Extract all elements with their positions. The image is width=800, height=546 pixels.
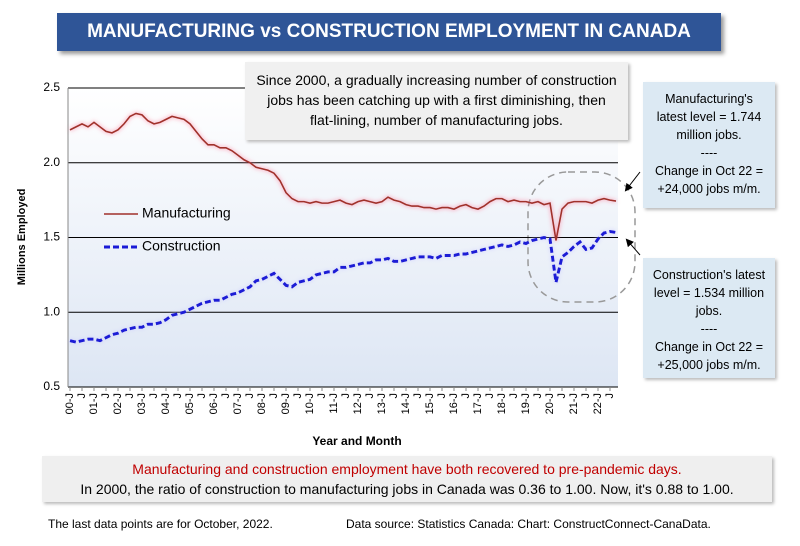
x-tick-label: 17-J [472, 393, 484, 414]
note-line: Change in Oct 22 = +25,000 jobs m/m. [654, 340, 764, 372]
note-line: Manufacturing's latest level = 1.744 mil… [656, 92, 762, 142]
x-tick-label: J [316, 393, 328, 399]
x-tick-label: J [148, 393, 160, 399]
x-tick-label: J [604, 393, 616, 399]
x-tick-label: J [460, 393, 472, 399]
note-line: Construction's latest level = 1.534 mill… [652, 268, 766, 318]
x-tick-label: J [292, 393, 304, 399]
summary-box: Manufacturing and construction employmen… [42, 456, 772, 502]
summary-line: In 2000, the ratio of construction to ma… [80, 481, 734, 497]
x-tick-label: J [124, 393, 136, 399]
summary-line: Manufacturing and construction employmen… [132, 461, 682, 477]
x-tick-label: 05-J [184, 393, 196, 414]
chart-title: MANUFACTURING vs CONSTRUCTION EMPLOYMENT… [57, 13, 721, 51]
x-tick-label: J [172, 393, 184, 399]
x-tick-label: 22-J [592, 393, 604, 414]
x-tick-label: J [580, 393, 592, 399]
x-tick-label: 07-J [232, 393, 244, 414]
x-tick-label: J [532, 393, 544, 399]
series-line [69, 112, 617, 241]
x-tick-label: 13-J [376, 393, 388, 414]
x-tick-label: 18-J [496, 393, 508, 414]
x-tick-label: J [412, 393, 424, 399]
x-tick-label: J [76, 393, 88, 399]
y-tick-label: 1.0 [43, 304, 60, 318]
legend-label: Manufacturing [142, 205, 231, 221]
y-tick-label: 0.5 [43, 379, 60, 393]
x-tick-label: J [100, 393, 112, 399]
x-tick-label: J [268, 393, 280, 399]
x-tick-label: J [244, 393, 256, 399]
x-tick-label: 14-J [400, 393, 412, 414]
x-tick-label: 01-J [88, 393, 100, 414]
note-line: Change in Oct 22 = +24,000 jobs m/m. [654, 164, 764, 196]
construction-note: Construction's latest level = 1.534 mill… [643, 258, 775, 378]
y-tick-label: 2.0 [43, 155, 60, 169]
legend-label: Construction [142, 238, 221, 254]
x-tick-label: 11-J [328, 393, 340, 414]
y-tick-label: 1.5 [43, 230, 60, 244]
x-axis-title: Year and Month [312, 434, 401, 448]
x-tick-label: 21-J [568, 393, 580, 414]
x-tick-label: 02-J [112, 393, 124, 414]
x-tick-label: 04-J [160, 393, 172, 414]
y-tick-label: 2.5 [43, 80, 60, 94]
note-line: ---- [700, 146, 718, 160]
x-tick-label: 03-J [136, 393, 148, 414]
x-tick-label: J [220, 393, 232, 399]
x-tick-label: 09-J [280, 393, 292, 414]
x-tick-label: J [196, 393, 208, 399]
x-tick-label: 08-J [256, 393, 268, 414]
x-tick-label: 12-J [352, 393, 364, 414]
x-tick-label: J [388, 393, 400, 399]
x-tick-label: 19-J [520, 393, 532, 414]
x-tick-label: J [364, 393, 376, 399]
arrow [624, 171, 641, 192]
x-tick-label: J [508, 393, 520, 399]
arrow [625, 238, 641, 256]
source: Data source: Statistics Canada: Chart: C… [346, 517, 711, 531]
series-line [69, 229, 617, 344]
x-tick-label: J [556, 393, 568, 399]
x-tick-label: 06-J [208, 393, 220, 414]
x-tick-label: 20-J [544, 393, 556, 414]
x-tick-label: 15-J [424, 393, 436, 414]
x-tick-label: J [484, 393, 496, 399]
x-tick-label: 10-J [304, 393, 316, 414]
x-tick-label: 00-J [64, 393, 76, 414]
annotation: Since 2000, a gradually increasing numbe… [245, 62, 628, 140]
manufacturing-note: Manufacturing's latest level = 1.744 mil… [643, 82, 775, 208]
x-tick-label: J [436, 393, 448, 399]
note-line: ---- [700, 322, 718, 336]
footnote: The last data points are for October, 20… [48, 517, 273, 531]
y-axis-title: Millions Employed [16, 189, 28, 286]
x-tick-label: J [340, 393, 352, 399]
x-tick-label: 16-J [448, 393, 460, 414]
